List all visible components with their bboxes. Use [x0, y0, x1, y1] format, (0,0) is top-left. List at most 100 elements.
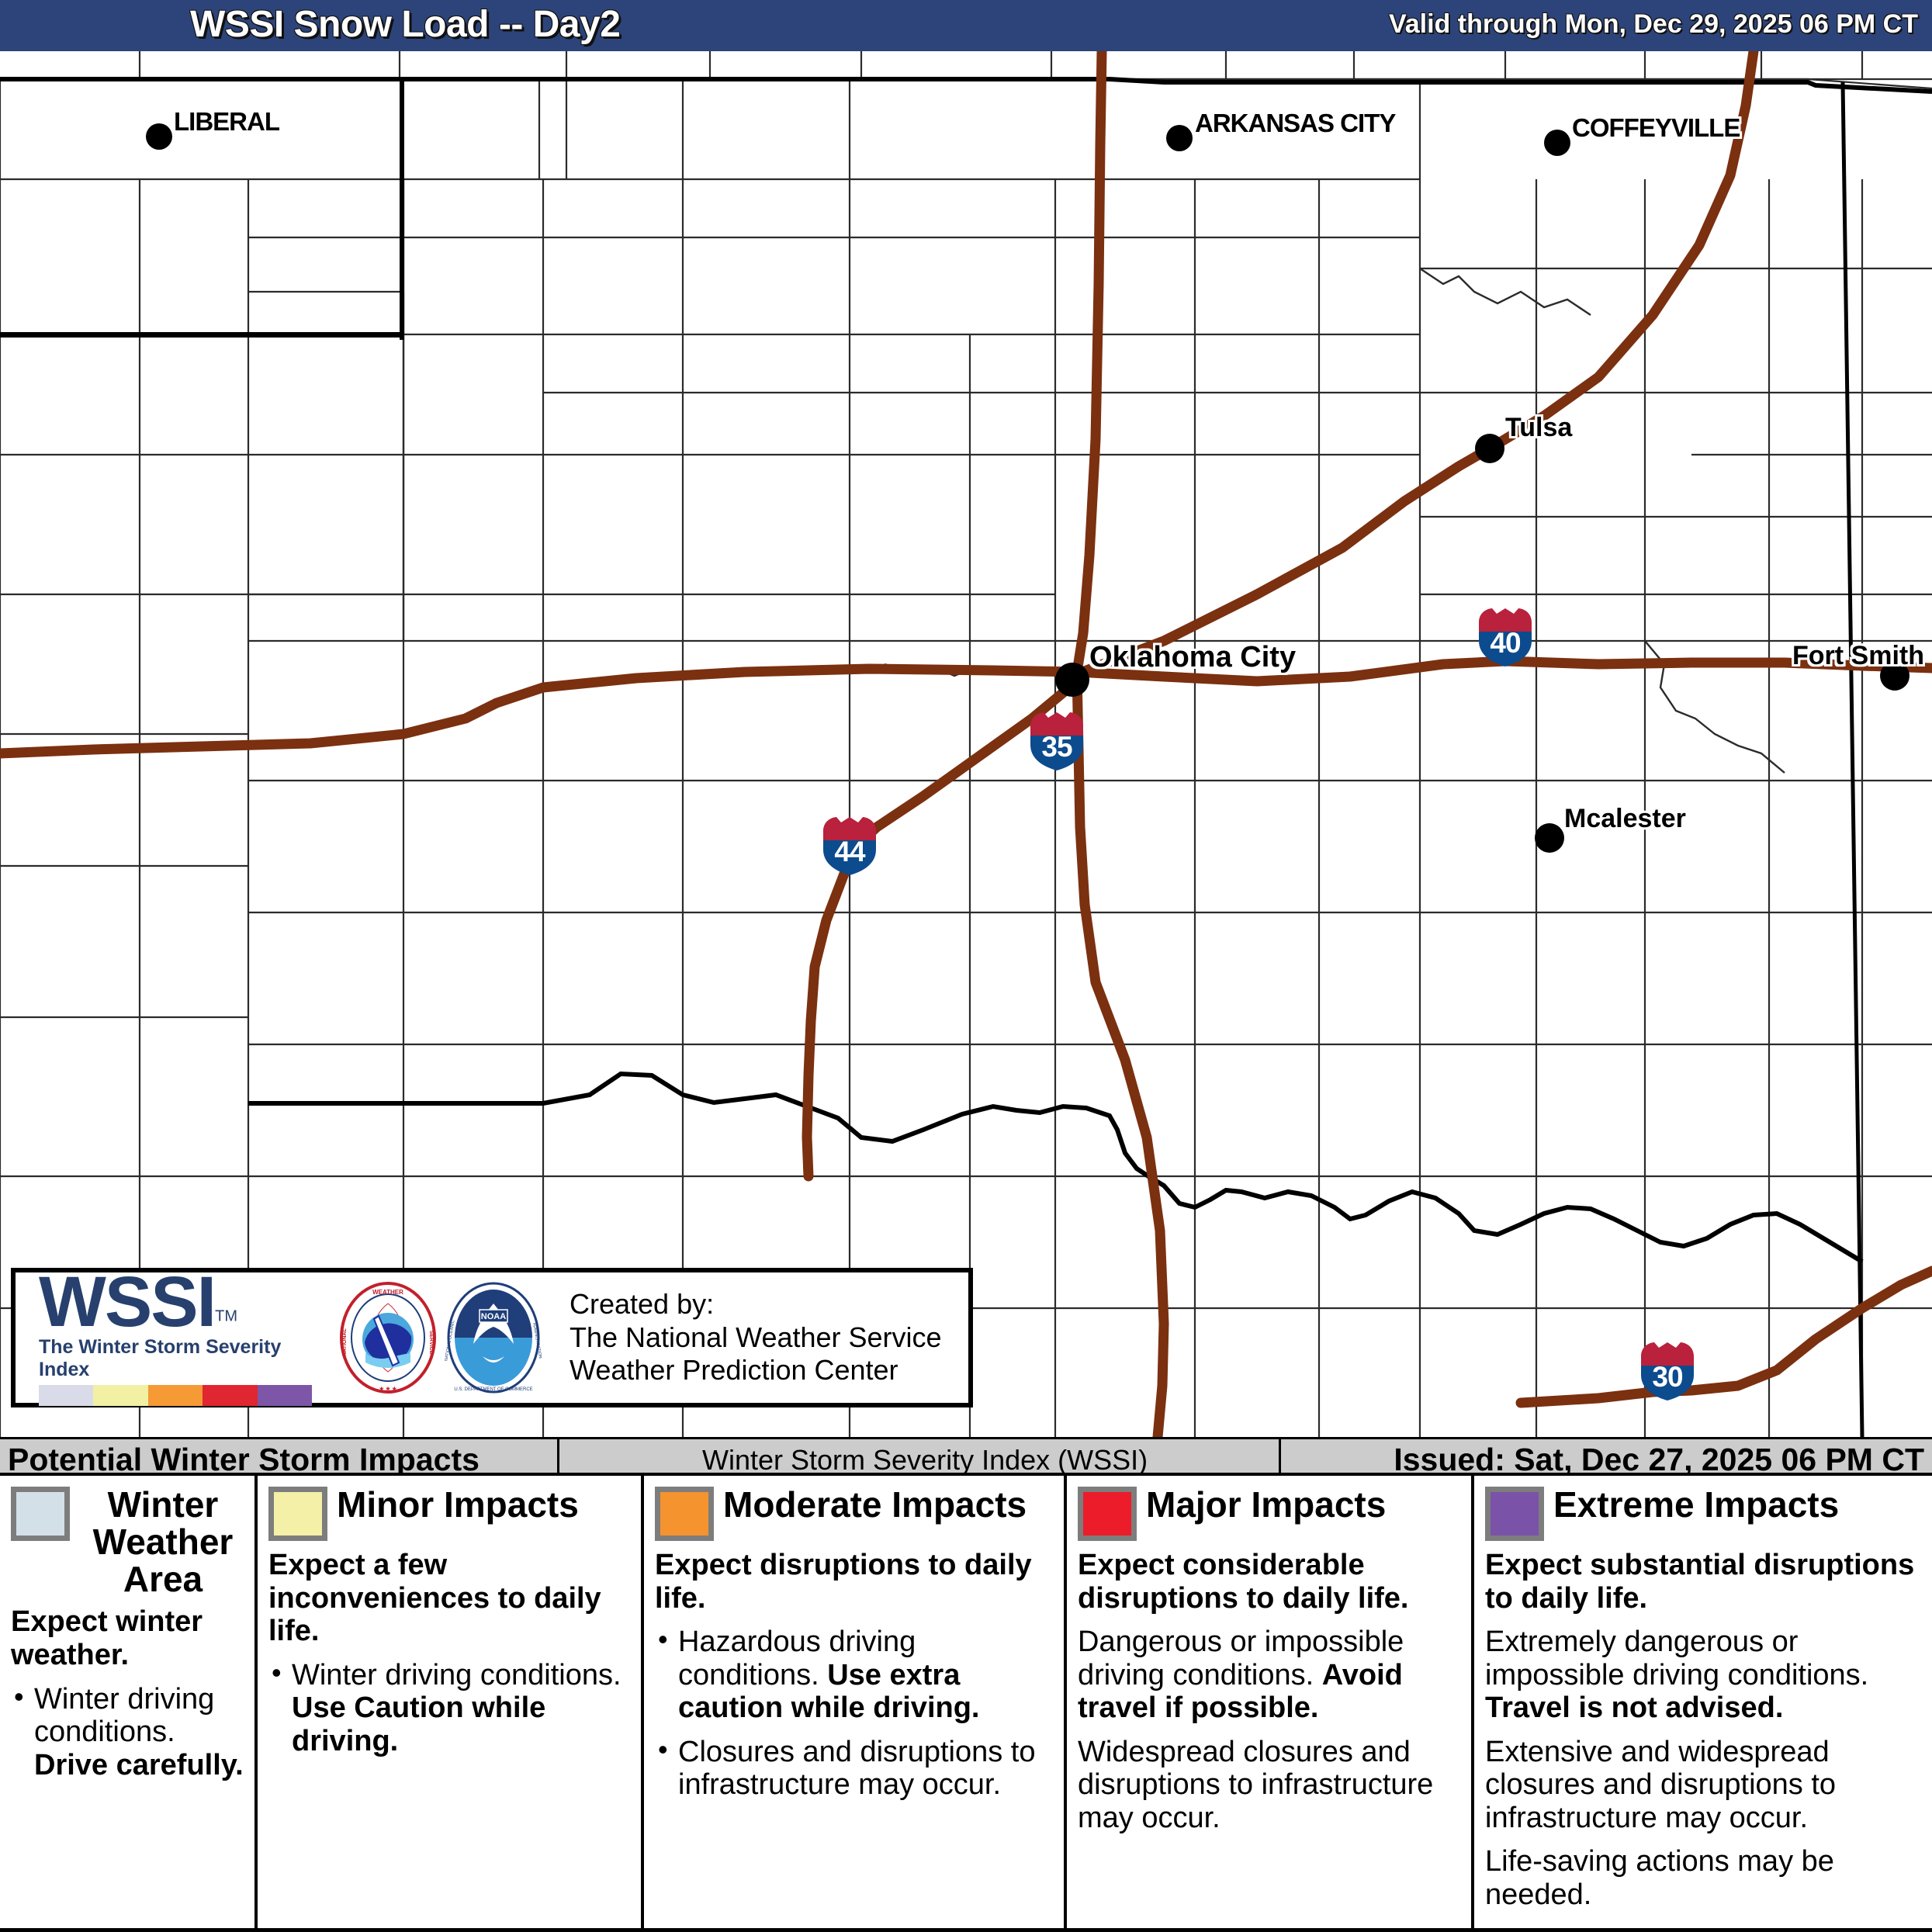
- svg-text:WEATHER: WEATHER: [372, 1289, 403, 1296]
- list-item: Closures and disruptions to infrastructu…: [655, 1734, 1056, 1802]
- wssi-logo: WSSITM The Winter Storm Severity Index: [16, 1262, 326, 1407]
- city-dot-mcalester: [1535, 823, 1564, 853]
- swatch-major-impacts: [1078, 1487, 1137, 1541]
- impacts-header-bar: Potential Winter Storm Impacts Winter St…: [0, 1437, 1932, 1478]
- header-divider-2: [1279, 1439, 1281, 1478]
- created-by-label: Created by:: [570, 1288, 715, 1321]
- list-item: Winter driving conditions. Use Caution w…: [268, 1657, 633, 1758]
- swatch-extreme-impacts: [1485, 1487, 1544, 1541]
- red-river-boundary: [248, 1071, 1864, 1264]
- city-dot-coffeyville: [1544, 130, 1570, 156]
- legend-lead-minor-impacts: Expect a few inconveniences to daily lif…: [268, 1549, 601, 1648]
- city-dot-fort-smith: [1880, 661, 1909, 691]
- map-canvas[interactable]: LIBERAL ARKANSAS CITY COFFEYVILLE Tulsa …: [0, 51, 1932, 1437]
- city-dots: [146, 123, 1909, 853]
- legend-lead-extreme-impacts: Expect substantial disruptions to daily …: [1485, 1549, 1915, 1615]
- city-label-tulsa: Tulsa: [1505, 413, 1573, 442]
- interstate-40-number: 40: [1490, 627, 1521, 659]
- swatch-moderate-impacts: [655, 1487, 714, 1541]
- city-dot-tulsa: [1475, 434, 1504, 463]
- legend-column-extreme-impacts[interactable]: Extreme Impacts Expect substantial disru…: [1474, 1476, 1932, 1928]
- map-geometry: [0, 51, 1932, 1437]
- swatch-minor-impacts: [268, 1487, 327, 1541]
- legend-column-minor-impacts[interactable]: Minor Impacts Expect a few inconvenience…: [258, 1476, 644, 1928]
- legend-body: Expect considerable disruptions to daily…: [1078, 1549, 1463, 1834]
- legend-para: Extremely dangerous or impossible drivin…: [1485, 1626, 1869, 1725]
- svg-text:★ ★ ★: ★ ★ ★: [379, 1386, 397, 1392]
- legend-title-major-impacts: Major Impacts: [1146, 1484, 1387, 1525]
- city-label-coffeyville: COFFEYVILLE: [1572, 113, 1740, 142]
- city-label-fort-smith: Fort Smith: [1792, 641, 1924, 670]
- legend-bullets: Winter driving conditions. Drive careful…: [11, 1681, 247, 1782]
- svg-text:NATIONAL: NATIONAL: [342, 1328, 348, 1356]
- city-label-oklahoma-city: Oklahoma City: [1089, 641, 1297, 673]
- legend-bullets: Winter driving conditions. Use Caution w…: [268, 1657, 633, 1758]
- title-bar: WSSI Snow Load -- Day2 Valid through Mon…: [0, 0, 1932, 51]
- legend-para: Widespread closures and disruptions to i…: [1078, 1735, 1434, 1834]
- list-item: Winter driving conditions. Drive careful…: [11, 1681, 247, 1782]
- swatch-winter-weather-area: [11, 1487, 70, 1541]
- legend-body: Expect disruptions to daily life. Hazard…: [655, 1549, 1056, 1802]
- wssi-wordmark: WSSI: [39, 1262, 216, 1342]
- state-boundaries: [0, 77, 1932, 1437]
- legend-lead-major-impacts: Expect considerable disruptions to daily…: [1078, 1549, 1409, 1615]
- interstate-shield-30-icon: 30: [1639, 1341, 1696, 1401]
- wssi-trademark: TM: [215, 1307, 238, 1325]
- city-label-arkansas-city: ARKANSAS CITY: [1195, 109, 1396, 137]
- created-by-org: The National Weather Service: [570, 1321, 942, 1353]
- legend-title-winter-weather-area: Winter Weather Area: [92, 1484, 234, 1599]
- city-dot-liberal: [146, 123, 172, 150]
- legend-column-moderate-impacts[interactable]: Moderate Impacts Expect disruptions to d…: [644, 1476, 1067, 1928]
- city-dot-oklahoma-city: [1055, 663, 1089, 697]
- agency-seals: WEATHER ★ ★ ★ NATIONAL SERVICE NOAA U.S.…: [326, 1281, 556, 1394]
- valid-through-label: Valid through Mon, Dec 29, 2025 06 PM CT: [1388, 9, 1918, 39]
- legend-title-minor-impacts: Minor Impacts: [337, 1484, 579, 1525]
- potential-impacts-title: Potential Winter Storm Impacts: [8, 1442, 480, 1477]
- svg-text:NOAA: NOAA: [481, 1312, 506, 1321]
- impacts-legend: Winter Weather Area Expect winter weathe…: [0, 1476, 1932, 1932]
- svg-text:SERVICE: SERVICE: [428, 1330, 434, 1354]
- legend-body: Expect substantial disruptions to daily …: [1485, 1549, 1924, 1911]
- legend-title-moderate-impacts: Moderate Impacts: [723, 1484, 1027, 1525]
- legend-head: Moderate Impacts: [655, 1484, 1056, 1541]
- city-label-mcalester: Mcalester: [1564, 804, 1686, 833]
- interstate-44-number: 44: [834, 836, 865, 867]
- interstate-shield-44-icon: 44: [821, 815, 878, 876]
- interstate-35-number: 35: [1041, 731, 1072, 763]
- wssi-credits-box: WSSITM The Winter Storm Severity Index: [11, 1262, 973, 1407]
- legend-para: Life-saving actions may be needed.: [1485, 1845, 1834, 1911]
- interstate-30-number: 30: [1652, 1361, 1683, 1393]
- page-title: WSSI Snow Load -- Day2: [190, 4, 621, 45]
- list-item: Hazardous driving conditions. Use extra …: [655, 1624, 1056, 1725]
- wssi-color-bar: [39, 1385, 313, 1407]
- created-by-block: Created by: The National Weather Service…: [556, 1288, 942, 1387]
- legend-bullets: Hazardous driving conditions. Use extra …: [655, 1624, 1056, 1802]
- legend-body: Expect a few inconveniences to daily lif…: [268, 1549, 633, 1757]
- legend-para: Extensive and widespread closures and di…: [1485, 1735, 1837, 1834]
- legend-para: Dangerous or impossible driving conditio…: [1078, 1626, 1404, 1725]
- interstate-shield-40-icon: 40: [1477, 607, 1534, 667]
- legend-body: Expect winter weather. Winter driving co…: [11, 1605, 247, 1781]
- city-label-liberal: LIBERAL: [174, 107, 280, 136]
- legend-column-winter-weather-area[interactable]: Winter Weather Area Expect winter weathe…: [0, 1476, 258, 1928]
- svg-text:U.S. DEPARTMENT OF COMMERCE: U.S. DEPARTMENT OF COMMERCE: [454, 1387, 532, 1392]
- legend-lead-moderate-impacts: Expect disruptions to daily life.: [655, 1549, 1032, 1615]
- created-by-center: Weather Prediction Center: [570, 1354, 898, 1387]
- header-divider-1: [557, 1439, 559, 1478]
- legend-head: Major Impacts: [1078, 1484, 1463, 1541]
- national-weather-service-seal-icon: WEATHER ★ ★ ★ NATIONAL SERVICE: [340, 1281, 436, 1394]
- legend-column-major-impacts[interactable]: Major Impacts Expect considerable disrup…: [1067, 1476, 1474, 1928]
- legend-head: Extreme Impacts: [1485, 1484, 1924, 1541]
- legend-lead-winter-weather-area: Expect winter weather.: [11, 1605, 203, 1672]
- wssi-subtitle: Winter Storm Severity Index (WSSI): [702, 1444, 1148, 1476]
- highway-lines: [0, 51, 1932, 1437]
- noaa-seal-icon: NOAA U.S. DEPARTMENT OF COMMERCE NATIONA…: [444, 1282, 542, 1393]
- legend-title-extreme-impacts: Extreme Impacts: [1553, 1484, 1840, 1525]
- wssi-tagline: The Winter Storm Severity Index: [39, 1336, 282, 1381]
- legend-head: Winter Weather Area: [11, 1484, 247, 1599]
- city-dot-arkansas-city: [1166, 125, 1193, 151]
- legend-head: Minor Impacts: [268, 1484, 633, 1541]
- issued-label: Issued: Sat, Dec 27, 2025 06 PM CT: [1394, 1442, 1924, 1477]
- interstate-shield-35-icon: 35: [1028, 711, 1085, 771]
